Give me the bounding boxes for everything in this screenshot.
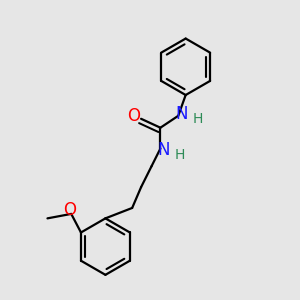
Text: O: O xyxy=(63,201,76,219)
Text: H: H xyxy=(175,148,185,162)
Text: H: H xyxy=(192,112,203,126)
Text: O: O xyxy=(127,107,140,125)
Text: N: N xyxy=(158,141,170,159)
Text: N: N xyxy=(176,105,188,123)
